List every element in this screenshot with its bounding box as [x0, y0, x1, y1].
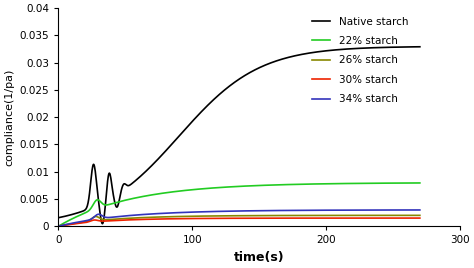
30% starch: [417, 217, 423, 220]
26% starch: [344, 214, 350, 217]
30% starch: [337, 217, 343, 220]
26% starch: [337, 214, 343, 217]
Native starch: [100, 222, 105, 225]
22% starch: [417, 181, 423, 185]
Line: 22% starch: 22% starch: [58, 183, 420, 226]
30% starch: [344, 217, 350, 220]
22% starch: [215, 186, 220, 189]
Native starch: [202, 106, 208, 110]
Line: 26% starch: 26% starch: [58, 215, 420, 226]
26% starch: [304, 214, 310, 217]
22% starch: [304, 183, 310, 186]
Y-axis label: compliance(1/pa): compliance(1/pa): [4, 69, 14, 166]
Native starch: [55, 216, 61, 219]
22% starch: [92, 200, 98, 203]
30% starch: [92, 218, 98, 222]
Line: Native starch: Native starch: [58, 47, 420, 224]
26% starch: [215, 214, 220, 218]
Legend: Native starch, 22% starch, 26% starch, 30% starch, 34% starch: Native starch, 22% starch, 26% starch, 3…: [308, 13, 412, 108]
26% starch: [92, 215, 98, 218]
26% starch: [417, 214, 423, 217]
Native starch: [92, 170, 98, 173]
Line: 34% starch: 34% starch: [58, 210, 420, 226]
22% starch: [337, 182, 343, 185]
Native starch: [304, 52, 310, 55]
34% starch: [344, 209, 350, 212]
30% starch: [55, 225, 61, 228]
Native starch: [338, 48, 344, 51]
34% starch: [215, 210, 220, 213]
22% starch: [55, 225, 61, 228]
26% starch: [55, 225, 61, 228]
30% starch: [202, 217, 208, 220]
34% starch: [202, 210, 208, 213]
Native starch: [344, 47, 350, 51]
26% starch: [202, 214, 208, 218]
34% starch: [304, 209, 310, 212]
34% starch: [92, 214, 98, 218]
30% starch: [304, 217, 310, 220]
34% starch: [55, 225, 61, 228]
22% starch: [344, 182, 350, 185]
34% starch: [337, 209, 343, 212]
22% starch: [202, 187, 208, 190]
Native starch: [417, 45, 423, 49]
30% starch: [215, 217, 220, 220]
Line: 30% starch: 30% starch: [58, 218, 420, 226]
X-axis label: time(s): time(s): [234, 251, 284, 264]
34% starch: [417, 208, 423, 211]
Native starch: [215, 94, 221, 97]
